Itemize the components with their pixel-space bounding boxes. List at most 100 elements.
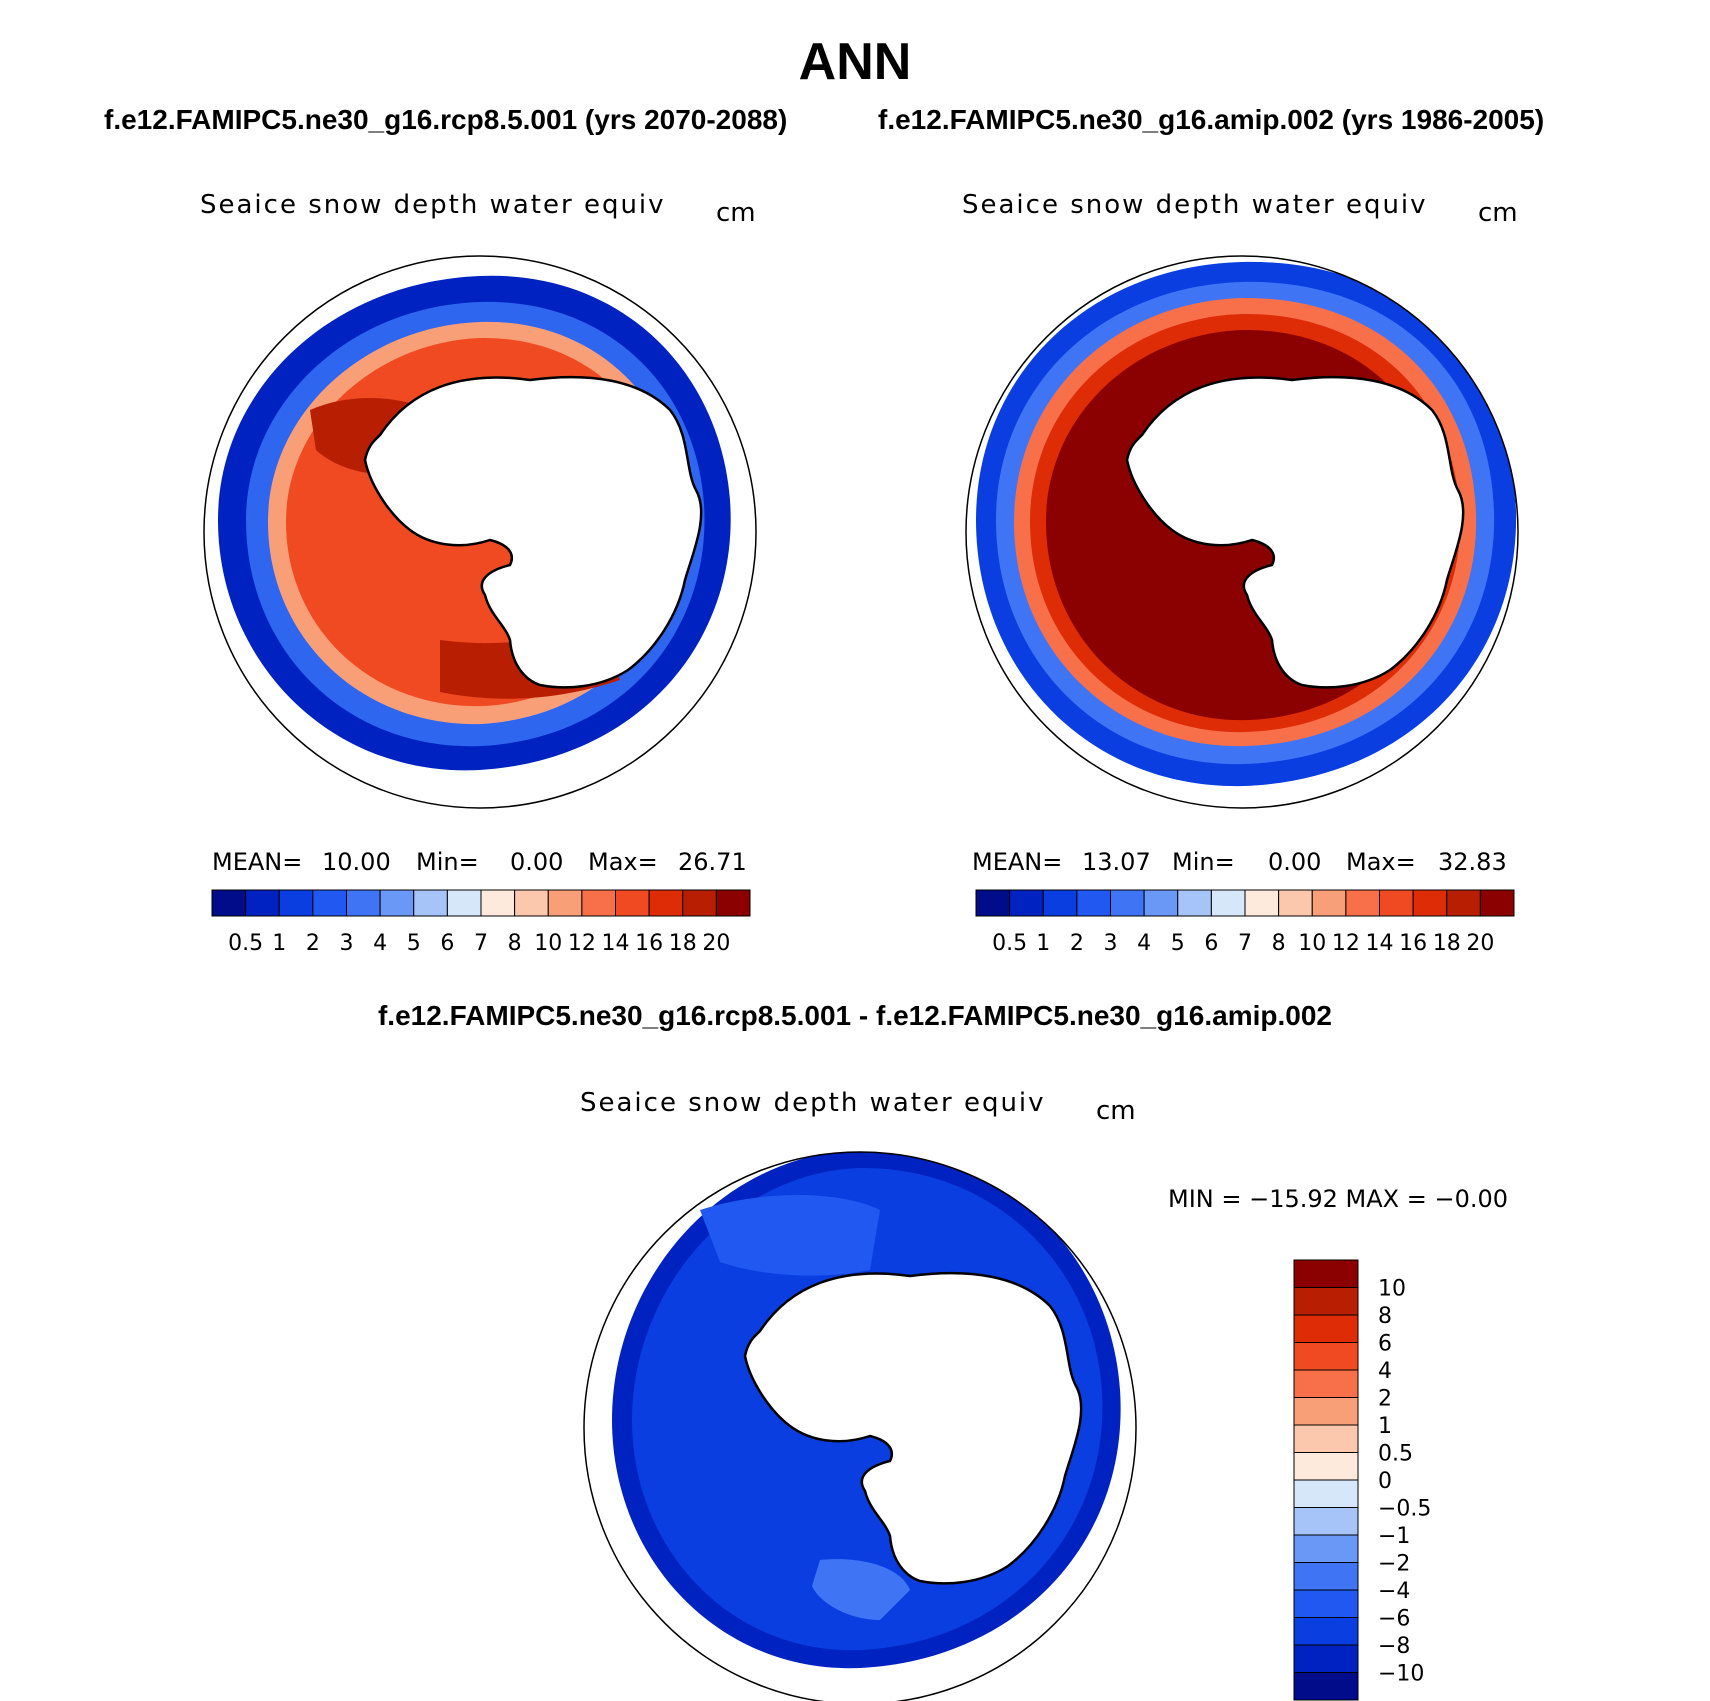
panel-1-max-label: Max= [588,848,658,876]
panel-3-min-max: MIN = −15.92 MAX = −0.00 [1168,1185,1509,1213]
panel-3-colorbar-tick-label: 0.5 [1378,1442,1413,1467]
left-run-title: f.e12.FAMIPC5.ne30_g16.rcp8.5.001 (yrs 2… [104,104,788,135]
panel-3-colorbar-tick-label: −4 [1378,1579,1410,1604]
panel-3-colorbar-swatch-7 [1293,1452,1359,1481]
panel-3-colorbar-tick-label: −6 [1378,1607,1410,1632]
panel-1-colorbar-swatch-13 [648,889,684,917]
panel-1-colorbar-swatch-7 [446,889,482,917]
panel-2-colorbar-swatch-11 [1345,889,1380,917]
panel-2-title: Seaice snow depth water equiv [962,190,1428,220]
panel-1-colorbar-tick-label: 5 [407,931,421,956]
panel-2-colorbar-swatch-8 [1244,889,1280,917]
panel-1-colorbar-swatch-1 [245,889,280,917]
panel-3-colorbar-tick-label: 10 [1378,1277,1406,1302]
panel-3-colorbar-tick-label: −8 [1378,1634,1410,1659]
panel-3-colorbar-tick-label: 2 [1378,1387,1392,1412]
panel-2-colorbar-swatch-14 [1446,889,1481,917]
panel-1-colorbar-swatch-11 [581,889,616,917]
panel-1-title: Seaice snow depth water equiv [200,190,666,220]
panel-1-colorbar-swatch-10 [547,889,583,917]
panel-2-colorbar-tick-label: 1 [1036,931,1050,956]
panel-3-title: Seaice snow depth water equiv [580,1088,1046,1118]
panel-2-colorbar-tick-label: 5 [1171,931,1185,956]
panel-1-max: 26.71 [678,848,747,876]
panel-3-colorbar-swatch-8 [1293,1479,1359,1508]
panel-2-colorbar-swatch-5 [1143,889,1179,917]
panel-1-colorbar-tick-label: 18 [669,931,697,956]
panel-3-colorbar-tick-label: −10 [1378,1662,1424,1687]
panel-2-min: 0.00 [1268,848,1322,876]
panel-3-colorbar-tick-label: −2 [1378,1552,1410,1577]
panel-1-colorbar-swatch-8 [480,889,516,917]
panel-3-units: cm [1096,1096,1136,1126]
panel-3-colorbar-swatch-13 [1293,1617,1359,1646]
panel-1-min: 0.00 [510,848,564,876]
panel-2-colorbar-swatch-15 [1479,889,1515,917]
panel-1-colorbar-tick-label: 0.5 [228,931,263,956]
panel-3-map-boundary [583,1151,1137,1701]
panel-3-colorbar-tick-label: 8 [1378,1304,1392,1329]
panel-3-colorbar-swatch-1 [1293,1287,1359,1316]
panel-2-colorbar-tick-label: 18 [1433,931,1461,956]
panel-2-mean-label: MEAN= [972,848,1063,876]
panel-3-colorbar-tick-label: −0.5 [1378,1497,1431,1522]
panel-2-colorbar-tick-label: 8 [1272,931,1286,956]
panel-1-colorbar-swatch-6 [413,889,448,917]
panel-2-map [965,255,1519,809]
panel-3-ross-patch [812,1559,910,1620]
panel-1-mean: 10.00 [322,848,391,876]
panel-3-colorbar-swatch-11 [1293,1562,1359,1591]
panel-2-colorbar-swatch-2 [1042,889,1078,917]
panel-1-colorbar-tick-label: 1 [272,931,286,956]
difference-title: f.e12.FAMIPC5.ne30_g16.rcp8.5.001 - f.e1… [377,1000,1333,1031]
panel-1-min-label: Min= [416,848,479,876]
panel-1-units: cm [716,198,756,228]
panel-2-colorbar-tick-label: 14 [1366,931,1394,956]
panel-2-colorbar-swatch-4 [1110,889,1145,917]
panel-3-colorbar-swatch-0 [1293,1259,1359,1288]
panel-3-map [583,1151,1137,1701]
panel-2-colorbar-swatch-10 [1311,889,1347,917]
panel-1-colorbar-tick-label: 10 [534,931,562,956]
panel-2-colorbar-tick-label: 0.5 [992,931,1027,956]
panel-2-max-label: Max= [1346,848,1416,876]
panel-1-colorbar-swatch-3 [312,889,347,917]
right-run-title: f.e12.FAMIPC5.ne30_g16.amip.002 (yrs 198… [878,104,1545,135]
panel-3-colorbar-swatch-3 [1293,1342,1359,1371]
panel-2-max: 32.83 [1438,848,1507,876]
panel-2-colorbar-tick-label: 2 [1070,931,1084,956]
panel-2-colorbar-tick-label: 12 [1332,931,1360,956]
panel-2-colorbar-tick-label: 4 [1137,931,1151,956]
panel-1-colorbar-swatch-4 [346,889,381,917]
panel-3-colorbar-tick-label: 0 [1378,1469,1392,1494]
panel-2-colorbar-tick-label: 7 [1238,931,1252,956]
panel-1-colorbar-swatch-12 [615,889,650,917]
panel-1-colorbar-tick-label: 7 [474,931,488,956]
panel-2-min-label: Min= [1172,848,1235,876]
panel-2-colorbar-tick-label: 16 [1399,931,1427,956]
panel-3-colorbar-swatch-4 [1293,1369,1359,1398]
panel-3-colorbar-tick-label: −1 [1378,1524,1410,1549]
panel-2-colorbar-tick-label: 3 [1104,931,1118,956]
panel-3-colorbar-tick-label: 4 [1378,1359,1392,1384]
panel-1-colorbar-tick-label: 2 [306,931,320,956]
panel-2-colorbar-swatch-3 [1076,889,1111,917]
panel-3-colorbar-swatch-5 [1293,1397,1359,1426]
panel-3-colorbar-swatch-14 [1293,1644,1359,1673]
panel-1-mean-label: MEAN= [212,848,303,876]
panel-2-colorbar-swatch-13 [1412,889,1448,917]
panel-1-colorbar-swatch-15 [715,889,751,917]
panel-3-colorbar-swatch-10 [1293,1534,1359,1563]
panel-1-colorbar-swatch-9 [514,889,549,917]
panel-1-colorbar-swatch-2 [278,889,314,917]
panel-2-map-boundary [965,255,1519,809]
panel-3-colorbar-swatch-15 [1293,1672,1359,1701]
panel-1-colorbar-tick-label: 3 [340,931,354,956]
panel-3-colorbar-swatch-2 [1293,1314,1359,1343]
panel-1-colorbar-tick-label: 8 [508,931,522,956]
panel-3-weddell-patch [700,1195,880,1276]
panel-2-colorbar-tick-label: 6 [1204,931,1218,956]
panel-1-colorbar: 0.5 1 2 3 4 5 6 7 8 10 12 14 16 18 20 [211,889,751,956]
panel-1-colorbar-tick-label: 20 [702,931,730,956]
